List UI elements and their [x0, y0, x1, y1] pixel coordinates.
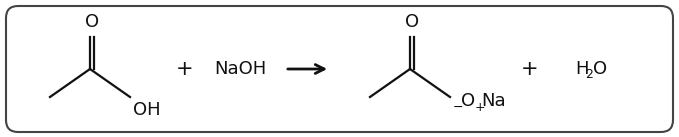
- Text: O: O: [461, 92, 475, 110]
- Text: +: +: [176, 59, 194, 79]
- Text: +: +: [521, 59, 539, 79]
- Text: Na: Na: [481, 92, 506, 110]
- Text: O: O: [405, 13, 419, 31]
- Text: NaOH: NaOH: [214, 60, 266, 78]
- Text: O: O: [85, 13, 99, 31]
- Text: −: −: [453, 101, 464, 114]
- Text: O: O: [593, 60, 607, 78]
- FancyBboxPatch shape: [6, 6, 673, 132]
- Text: 2: 2: [585, 68, 593, 82]
- Text: OH: OH: [133, 101, 161, 119]
- Text: H: H: [575, 60, 589, 78]
- Text: +: +: [475, 101, 485, 114]
